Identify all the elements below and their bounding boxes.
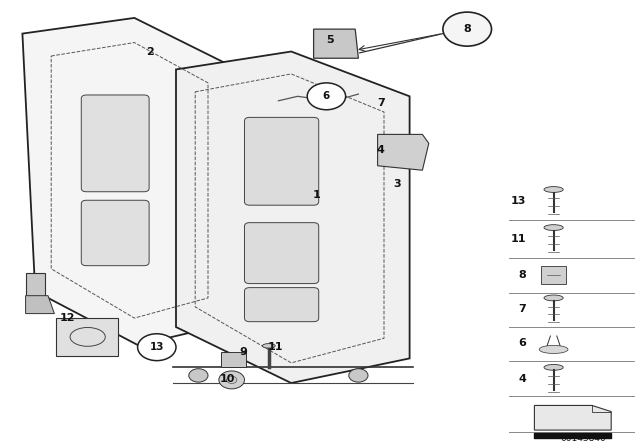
Polygon shape [534,405,611,430]
Polygon shape [26,296,54,314]
Circle shape [189,369,208,382]
FancyBboxPatch shape [244,223,319,284]
Circle shape [349,369,368,382]
Text: 11: 11 [268,342,283,352]
Text: 2: 2 [147,47,154,56]
Polygon shape [314,29,358,58]
FancyBboxPatch shape [81,95,149,192]
Ellipse shape [544,187,563,193]
Circle shape [219,371,244,389]
Polygon shape [378,134,429,170]
Text: 6: 6 [323,91,330,101]
Circle shape [307,83,346,110]
Circle shape [443,12,492,46]
Circle shape [138,334,176,361]
Text: 13: 13 [511,196,526,206]
Text: 1: 1 [313,190,321,200]
Text: 7: 7 [377,98,385,108]
Text: 8: 8 [518,270,526,280]
Text: 9: 9 [239,347,247,357]
Text: 4: 4 [518,374,526,383]
Text: 6: 6 [518,338,526,348]
Polygon shape [22,18,234,345]
Text: 11: 11 [511,234,526,244]
Text: 12: 12 [60,313,75,323]
Text: 7: 7 [518,304,526,314]
FancyBboxPatch shape [244,288,319,322]
Text: 8: 8 [463,24,471,34]
FancyBboxPatch shape [244,117,319,205]
Polygon shape [176,52,410,383]
Polygon shape [56,318,118,356]
Text: 00143840: 00143840 [561,434,607,443]
Text: 5: 5 [326,35,333,45]
Ellipse shape [262,344,275,348]
Ellipse shape [544,295,563,301]
Ellipse shape [540,345,568,353]
FancyBboxPatch shape [81,200,149,266]
Text: 13: 13 [150,342,164,352]
Text: 10: 10 [220,374,235,383]
Ellipse shape [544,225,563,231]
Ellipse shape [544,364,563,370]
Polygon shape [221,352,246,367]
Polygon shape [26,273,45,296]
Text: 3: 3 [393,179,401,189]
Bar [541,266,566,284]
Text: 4: 4 [377,145,385,155]
